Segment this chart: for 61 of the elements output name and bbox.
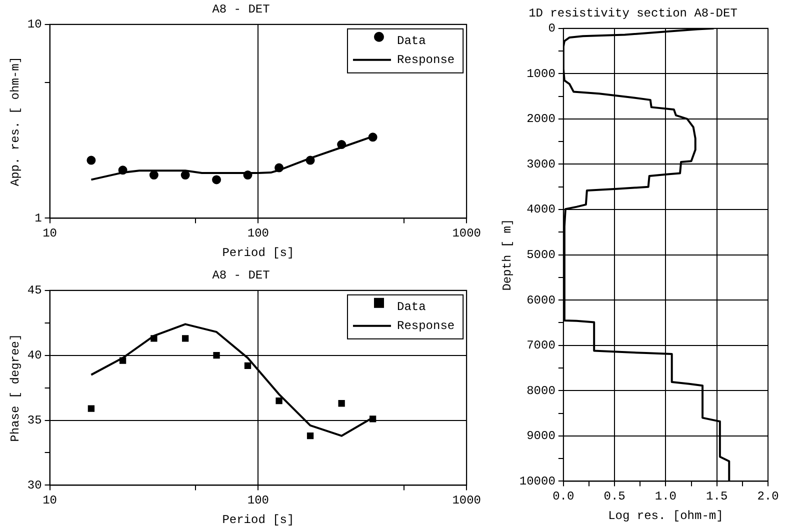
point: [368, 132, 378, 142]
x-tick-label: 100: [247, 226, 270, 241]
y-tick-label: 10000: [519, 474, 556, 488]
point: [306, 432, 314, 440]
point: [338, 400, 345, 407]
point: [150, 335, 158, 342]
x-tick-label: 1.5: [706, 490, 728, 504]
x-tick-label: 0.5: [604, 490, 626, 504]
y-tick-label: 40: [27, 348, 42, 363]
x-tick-label: 10: [42, 494, 58, 508]
y-axis-title: Phase [ degree]: [8, 334, 22, 442]
y-tick-label: 4000: [526, 202, 556, 217]
point: [274, 163, 284, 172]
y-tick-label: 5000: [526, 248, 556, 262]
x-axis-title: Period [s]: [222, 246, 294, 260]
y-tick-label: 9000: [526, 429, 556, 444]
chart-title: 1D resistivity section A8-DET: [528, 6, 738, 20]
y-tick-label: 6000: [526, 293, 556, 308]
y-tick-label: 1000: [526, 66, 556, 81]
point: [119, 357, 126, 364]
point: [213, 352, 220, 359]
y-tick-label: 35: [27, 413, 42, 428]
legend-label: Data: [396, 300, 426, 314]
y-tick-label: 10: [27, 18, 42, 32]
point: [118, 166, 128, 175]
x-tick-label: 10: [42, 226, 58, 241]
point: [88, 405, 95, 412]
point: [244, 362, 252, 370]
y-tick-label: 0: [548, 22, 556, 36]
point: [182, 335, 189, 342]
point: [243, 170, 252, 180]
legend-label: Data: [396, 34, 426, 48]
x-tick-label: 0.0: [552, 490, 574, 504]
x-axis-title: Log res. [ohm-m]: [608, 508, 724, 523]
point: [180, 170, 190, 180]
x-tick-label: 1000: [452, 226, 482, 241]
point: [369, 416, 376, 422]
y-tick-label: 30: [27, 478, 42, 492]
y-axis-title: App. res. [ ohm-m]: [8, 56, 22, 186]
point: [212, 175, 222, 184]
point: [306, 156, 315, 165]
legend-label: Response: [396, 53, 455, 68]
point: [276, 397, 282, 404]
y-axis-title: Depth [ m]: [500, 218, 514, 291]
x-tick-label: 1000: [452, 494, 482, 508]
legend-label: Response: [396, 319, 455, 334]
y-tick-label: 45: [27, 284, 42, 298]
y-tick-label: 2000: [526, 112, 556, 126]
point: [86, 156, 96, 165]
point: [149, 170, 158, 180]
x-tick-label: 2.0: [757, 490, 779, 504]
chart-title: A8 - DET: [212, 2, 270, 16]
y-tick-label: 1: [34, 211, 42, 226]
x-tick-label: 100: [247, 494, 270, 508]
y-tick-label: 3000: [526, 157, 556, 172]
x-tick-label: 1.0: [654, 490, 677, 504]
chart-title: A8 - DET: [212, 268, 270, 282]
point: [337, 140, 346, 150]
y-tick-label: 8000: [526, 384, 556, 398]
x-axis-title: Period [s]: [222, 512, 294, 527]
y-tick-label: 7000: [526, 338, 556, 353]
